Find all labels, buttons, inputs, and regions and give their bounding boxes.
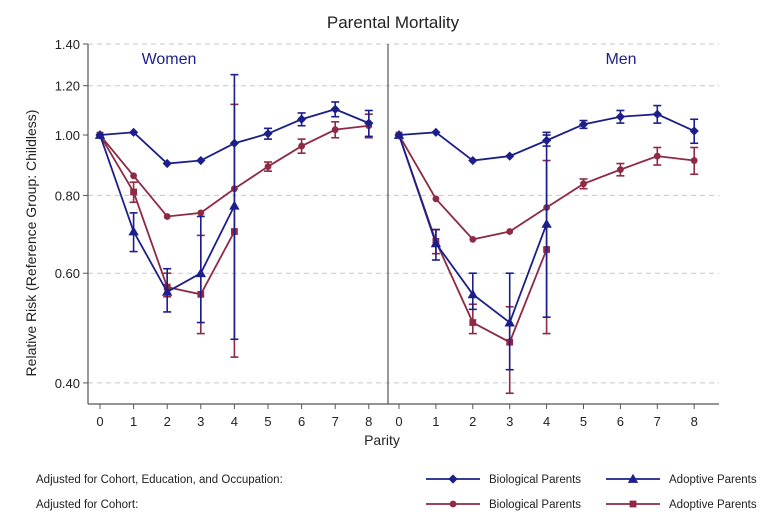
legend-bio-full-label: Biological Parents — [489, 474, 581, 486]
data-point — [469, 319, 477, 326]
chart-title: Parental Mortality — [327, 13, 460, 32]
data-point — [617, 166, 624, 174]
data-point — [506, 228, 514, 235]
series-men-triangle — [393, 129, 552, 371]
y-tick-label: 0.40 — [55, 376, 80, 391]
x-tick-label: 6 — [298, 414, 305, 429]
data-point — [128, 226, 139, 236]
data-point — [229, 200, 240, 210]
data-point — [130, 172, 138, 180]
data-point — [264, 163, 272, 170]
series-women-triangle — [94, 73, 240, 341]
data-point — [431, 127, 441, 137]
legend-marker — [629, 500, 637, 508]
x-tick-label: 2 — [164, 414, 171, 429]
data-point — [469, 235, 477, 243]
data-point — [652, 109, 662, 119]
legend-adopt-cohort-label: Adoptive Parents — [669, 499, 757, 511]
data-point — [129, 127, 139, 137]
data-point — [468, 155, 478, 166]
data-point — [196, 155, 206, 166]
data-point — [263, 129, 273, 139]
data-point — [430, 238, 442, 248]
data-point — [297, 114, 307, 124]
panel-title-men: Men — [605, 51, 636, 68]
x-tick-label: 5 — [580, 414, 587, 429]
legend-bio-cohort-swatch — [426, 500, 480, 508]
x-tick-label: 1 — [130, 414, 137, 429]
y-tick-label: 1.40 — [55, 37, 80, 52]
data-point — [467, 289, 478, 299]
legend-adopt-cohort-swatch — [606, 500, 660, 508]
data-point — [653, 152, 661, 160]
y-axis-label: Relative Risk (Reference Group: Childles… — [23, 110, 39, 377]
data-point — [432, 195, 440, 203]
data-point — [331, 126, 339, 134]
data-point — [163, 213, 171, 220]
data-point — [330, 104, 340, 114]
x-tick-label: 4 — [543, 414, 550, 429]
data-point — [195, 268, 206, 278]
data-point — [541, 218, 552, 228]
series-women-square — [96, 103, 239, 358]
data-point — [130, 188, 137, 196]
data-point — [690, 157, 698, 164]
x-tick-label: 3 — [506, 414, 513, 429]
data-point — [364, 118, 374, 128]
y-tick-label: 0.60 — [55, 266, 80, 281]
x-tick-label: 5 — [264, 414, 271, 429]
plot-area: 0.40 0.60 0.80 1.00 1.20 1.40 Women 0 1 2 3 4 5 6 7 8 Me… — [55, 37, 719, 429]
panel-title-women: Women — [142, 51, 197, 68]
x-tick-label: 8 — [691, 414, 698, 429]
x-tick-label: 2 — [469, 414, 476, 429]
x-tick-label: 8 — [365, 414, 372, 429]
x-tick-label: 6 — [617, 414, 624, 429]
legend-row1-label: Adjusted for Cohort, Education, and Occu… — [36, 474, 283, 486]
legend-marker — [627, 473, 639, 483]
legend-bio-cohort-label: Biological Parents — [489, 499, 581, 511]
y-tick-label: 1.00 — [55, 128, 80, 143]
legend-adopt-full-label: Adoptive Parents — [669, 474, 757, 486]
data-point — [393, 129, 405, 139]
data-point — [162, 286, 173, 296]
legend-bio-full-swatch — [426, 474, 480, 484]
x-tick-label: 4 — [231, 414, 238, 429]
data-point — [580, 180, 587, 188]
x-axis-label: Parity — [364, 432, 400, 448]
data-point — [578, 119, 589, 130]
y-tick-label: 0.80 — [55, 188, 80, 203]
data-point — [197, 209, 205, 217]
data-point — [94, 129, 106, 139]
x-tick-label: 1 — [432, 414, 439, 429]
x-tick-label: 7 — [654, 414, 661, 429]
data-point — [504, 317, 515, 327]
x-tick-label: 7 — [332, 414, 339, 429]
data-point — [298, 142, 305, 150]
x-tick-label: 0 — [96, 414, 103, 429]
data-point — [505, 151, 515, 161]
legend-marker — [448, 474, 458, 484]
data-point — [615, 112, 625, 122]
legend-adopt-full-swatch — [606, 473, 660, 483]
data-point — [689, 126, 699, 136]
data-point — [162, 158, 172, 169]
legend-swatches — [426, 473, 660, 508]
legend: Adjusted for Cohort, Education, and Occu… — [36, 473, 757, 511]
legend-row2-label: Adjusted for Cohort: — [36, 499, 138, 511]
legend-marker — [449, 500, 457, 508]
x-tick-label: 0 — [395, 414, 402, 429]
x-tick-label: 3 — [197, 414, 204, 429]
y-tick-label: 1.20 — [55, 79, 80, 94]
